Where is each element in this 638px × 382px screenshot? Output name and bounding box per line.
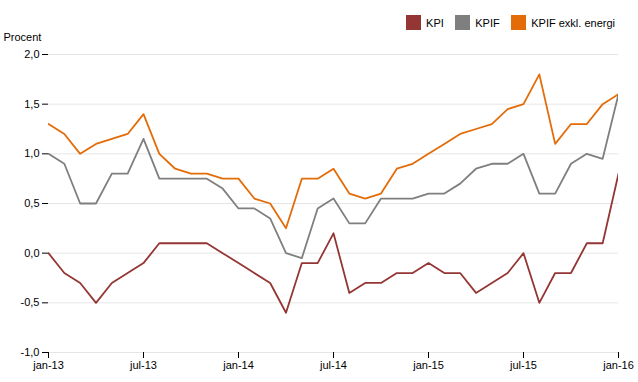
svg-text:0,5: 0,5 xyxy=(24,197,39,209)
html-text:KPI: KPI xyxy=(426,16,444,29)
svg-text:jan-13: jan-13 xyxy=(32,359,64,371)
svg-text:1,0: 1,0 xyxy=(24,147,39,159)
svg-text:Procent: Procent xyxy=(4,31,42,43)
html-text:KPIF exkl. energi: KPIF exkl. energi xyxy=(531,16,615,29)
svg-text:jan-16: jan-16 xyxy=(602,359,634,371)
svg-text:-1,0: -1,0 xyxy=(21,346,40,358)
svg-text:1,5: 1,5 xyxy=(24,98,39,110)
svg-text:-0,5: -0,5 xyxy=(21,296,40,308)
svg-text:jul-15: jul-15 xyxy=(509,359,537,371)
svg-text:0,0: 0,0 xyxy=(24,247,39,259)
html-text:KPIF: KPIF xyxy=(475,16,500,29)
svg-text:2,0: 2,0 xyxy=(24,48,39,60)
svg-text:jul-13: jul-13 xyxy=(129,359,157,371)
svg-text:jan-14: jan-14 xyxy=(222,359,254,371)
svg-text:jul-14: jul-14 xyxy=(319,359,347,371)
svg-text:jan-15: jan-15 xyxy=(412,359,444,371)
